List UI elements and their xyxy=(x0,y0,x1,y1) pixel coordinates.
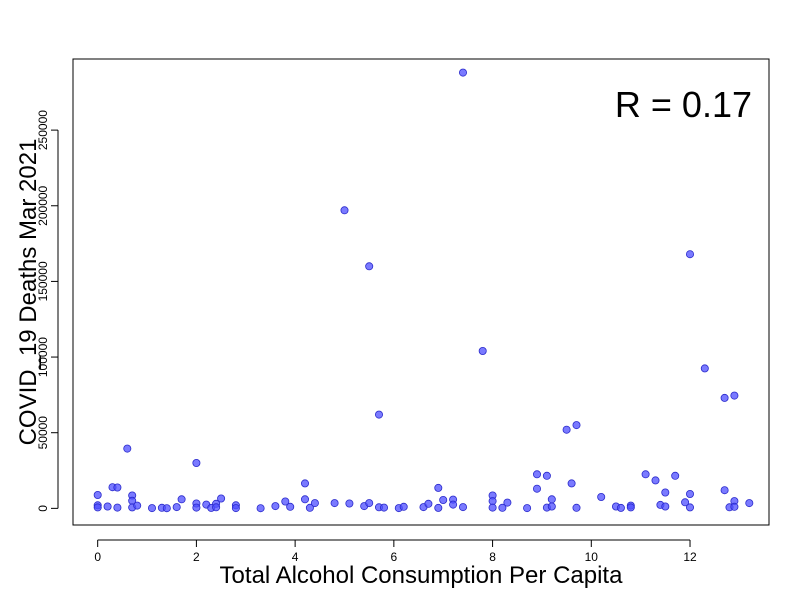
data-point xyxy=(597,492,606,501)
data-point xyxy=(424,499,433,508)
data-point xyxy=(217,494,226,503)
data-point xyxy=(730,391,739,400)
data-point xyxy=(523,504,532,513)
y-tick-label: 50000 xyxy=(36,416,50,450)
data-point xyxy=(661,502,670,511)
data-point xyxy=(103,502,112,511)
y-axis: 0 50000 100000 150000 200000 250000 xyxy=(36,110,59,512)
data-point xyxy=(281,497,290,506)
data-point xyxy=(681,498,690,507)
data-point xyxy=(498,503,507,512)
data-point xyxy=(700,364,709,373)
data-point xyxy=(449,500,458,509)
data-point xyxy=(661,488,670,497)
data-point xyxy=(93,490,102,499)
data-point xyxy=(374,410,383,419)
data-point xyxy=(330,499,339,508)
data-point xyxy=(730,502,739,511)
y-tick-label: 0 xyxy=(36,505,50,512)
x-tick-label: 0 xyxy=(94,550,101,564)
data-point xyxy=(113,503,122,512)
data-point xyxy=(572,421,581,430)
data-point xyxy=(310,499,319,508)
data-point xyxy=(271,502,280,511)
data-point xyxy=(133,501,142,510)
data-point xyxy=(300,495,309,504)
data-point xyxy=(340,206,349,215)
data-point xyxy=(720,393,729,402)
y-tick-label: 150000 xyxy=(36,261,50,301)
data-point xyxy=(533,484,542,493)
data-point xyxy=(123,444,132,453)
data-point xyxy=(616,503,625,512)
data-point xyxy=(305,503,314,512)
data-point xyxy=(542,471,551,480)
data-point xyxy=(488,503,497,512)
y-tick-label: 250000 xyxy=(36,110,50,150)
data-point xyxy=(547,502,556,511)
data-point xyxy=(562,425,571,434)
data-point xyxy=(365,262,374,271)
x-axis: 0 2 4 6 8 10 12 xyxy=(94,539,697,564)
data-point xyxy=(651,476,660,485)
data-point xyxy=(399,502,408,511)
data-point xyxy=(547,495,556,504)
data-point xyxy=(434,503,443,512)
data-point xyxy=(686,250,695,259)
data-point xyxy=(113,483,122,492)
data-point xyxy=(192,503,201,512)
data-point xyxy=(300,479,309,488)
x-axis-title: Total Alcohol Consumption Per Capita xyxy=(220,562,624,589)
data-point xyxy=(147,504,156,513)
data-point xyxy=(720,486,729,495)
data-point xyxy=(434,483,443,492)
data-point xyxy=(439,495,448,504)
y-tick-label: 200000 xyxy=(36,185,50,225)
x-tick-label: 12 xyxy=(683,550,697,564)
data-point xyxy=(533,470,542,479)
data-point xyxy=(641,470,650,479)
data-point xyxy=(458,503,467,512)
data-point xyxy=(256,504,265,513)
data-point xyxy=(478,346,487,355)
data-point xyxy=(345,499,354,508)
data-point xyxy=(93,503,102,512)
x-tick-label: 4 xyxy=(292,550,299,564)
data-point xyxy=(212,503,221,512)
y-tick-label: 100000 xyxy=(36,337,50,377)
data-point xyxy=(567,479,576,488)
data-point xyxy=(162,504,171,513)
points-layer xyxy=(93,68,754,513)
x-tick-label: 6 xyxy=(391,550,398,564)
x-tick-label: 2 xyxy=(193,550,200,564)
data-point xyxy=(671,471,680,480)
data-point xyxy=(572,503,581,512)
data-point xyxy=(745,499,754,508)
data-point xyxy=(503,498,512,507)
x-tick-label: 8 xyxy=(489,550,496,564)
plot-frame xyxy=(72,58,770,526)
data-point xyxy=(686,489,695,498)
data-point xyxy=(192,458,201,467)
y-axis-title: COVID_19 Deaths Mar 2021 xyxy=(15,139,42,446)
data-point xyxy=(172,503,181,512)
correlation-annotation: R = 0.17 xyxy=(615,84,752,125)
data-point xyxy=(365,499,374,508)
data-point xyxy=(626,503,635,512)
data-point xyxy=(231,504,240,513)
x-tick-label: 10 xyxy=(585,550,599,564)
data-point xyxy=(177,495,186,504)
data-point xyxy=(286,502,295,511)
data-point xyxy=(379,503,388,512)
data-point xyxy=(686,503,695,512)
data-point xyxy=(458,68,467,77)
